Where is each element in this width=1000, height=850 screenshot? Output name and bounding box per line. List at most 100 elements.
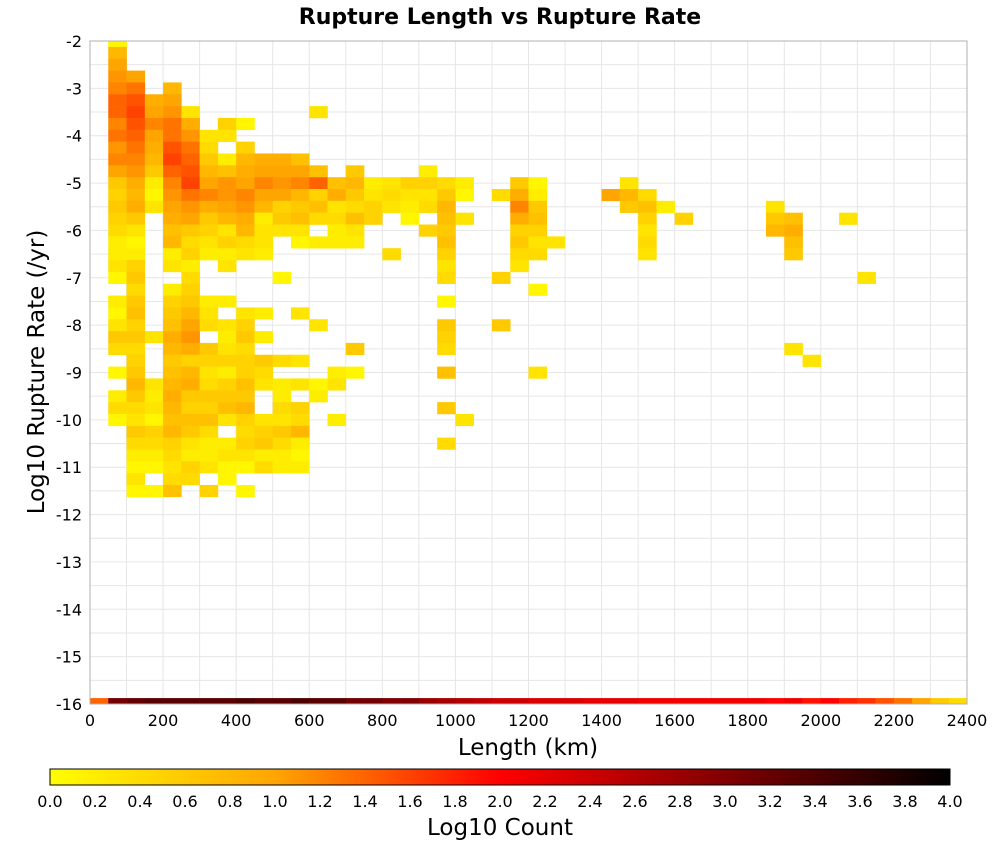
heatmap-cell	[163, 354, 182, 367]
y-tick-label: -9	[66, 364, 82, 383]
heatmap-cell	[217, 153, 237, 166]
heatmap-cell	[126, 402, 146, 415]
heatmap-cell	[290, 188, 310, 202]
heatmap-cell	[272, 212, 292, 225]
heatmap-cell	[181, 236, 200, 249]
heatmap-cell	[400, 212, 420, 225]
heatmap-cell	[583, 698, 602, 705]
heatmap-cell	[144, 117, 164, 131]
heatmap-cell	[766, 200, 785, 213]
heatmap-cell	[163, 295, 182, 308]
heatmap-cell	[126, 106, 146, 119]
heatmap-cell	[163, 177, 182, 190]
heatmap-cell	[163, 117, 182, 131]
heatmap-cell	[108, 117, 127, 131]
heatmap-cell	[181, 141, 200, 154]
heatmap-cell	[108, 319, 127, 332]
heatmap-cell	[126, 698, 146, 705]
heatmap-cell	[236, 378, 255, 391]
heatmap-cell	[327, 366, 347, 379]
heatmap-cell	[181, 698, 200, 705]
heatmap-cell	[126, 236, 146, 249]
heatmap-cell	[528, 283, 548, 296]
heatmap-cell	[199, 461, 219, 474]
heatmap-cell	[327, 698, 347, 705]
heatmap-cell	[236, 342, 255, 356]
heatmap-cell	[217, 437, 237, 450]
heatmap-cell	[199, 449, 219, 462]
heatmap-cell	[126, 141, 146, 154]
heatmap-cell	[163, 283, 182, 296]
heatmap-cell	[254, 248, 274, 261]
heatmap-cell	[181, 260, 200, 273]
heatmap-cell	[108, 58, 127, 71]
heatmap-cell	[181, 342, 200, 356]
heatmap-cell	[217, 212, 237, 225]
heatmap-cell	[144, 106, 164, 119]
y-tick-labels: -2 -3 -4 -5 -6 -7 -8 -9 -10 -11 -12 -13 -14 -15 -16	[56, 32, 82, 714]
y-axis-label: Log10 Rupture Rate (/yr)	[24, 230, 50, 515]
heatmap-cell	[272, 402, 292, 415]
heatmap-cell	[163, 260, 182, 273]
heatmap-cell	[217, 129, 237, 142]
heatmap-cell	[163, 331, 182, 344]
heatmap-cell	[437, 188, 456, 202]
heatmap-cell	[839, 212, 858, 225]
heatmap-cell	[619, 698, 639, 705]
heatmap-cell	[181, 188, 200, 202]
heatmap-cell	[199, 177, 219, 190]
heatmap-cell	[181, 390, 200, 403]
heatmap-cell	[437, 200, 456, 213]
heatmap-cell	[163, 425, 182, 438]
heatmap-cell	[144, 437, 164, 450]
heatmap-cell	[126, 319, 146, 332]
heatmap-cell	[272, 200, 292, 213]
heatmap-cell	[217, 177, 237, 190]
heatmap-cell	[565, 698, 584, 705]
heatmap-cell	[126, 295, 146, 308]
heatmap-cell	[254, 331, 274, 344]
heatmap-cell	[217, 449, 237, 462]
heatmap-cell	[528, 248, 548, 261]
heatmap-cell	[345, 212, 365, 225]
heatmap-cell	[181, 366, 200, 379]
heatmap-cell	[272, 698, 292, 705]
heatmap-cell	[418, 224, 438, 237]
heatmap-cell	[126, 378, 146, 391]
heatmap-cell	[345, 224, 365, 237]
heatmap-cell	[108, 260, 127, 273]
heatmap-cell	[199, 212, 219, 225]
y-tick-label: -4	[66, 127, 82, 146]
colorbar-tick-label: 1.2	[307, 792, 332, 811]
heatmap-cell	[272, 425, 292, 438]
heatmap-cell	[272, 177, 292, 190]
x-tick-label: 2000	[800, 711, 841, 730]
x-tick-label: 0	[85, 711, 95, 730]
heatmap-cell	[163, 248, 182, 261]
heatmap-cell	[108, 165, 127, 178]
colorbar-tick-label: 4.0	[937, 792, 962, 811]
heatmap-cell	[272, 354, 292, 367]
x-tick-label: 1400	[581, 711, 622, 730]
heatmap-cell	[510, 236, 529, 249]
heatmap-cell	[272, 188, 292, 202]
heatmap-cell	[327, 378, 347, 391]
heatmap-cell	[236, 331, 255, 344]
heatmap-cell	[163, 473, 182, 486]
heatmap-cell	[236, 484, 255, 498]
heatmap-cell	[364, 188, 383, 202]
heatmap-cell	[144, 129, 164, 142]
heatmap-cell	[400, 188, 420, 202]
heatmap-cell	[309, 200, 328, 213]
heatmap-cell	[327, 224, 347, 237]
heatmap-cell	[254, 177, 274, 190]
heatmap-cell	[181, 165, 200, 178]
heatmap-cell	[638, 236, 657, 249]
heatmap-cell	[309, 390, 328, 403]
heatmap-cell	[217, 402, 237, 415]
heatmap-cell	[491, 698, 511, 705]
heatmap-cell	[692, 698, 712, 705]
heatmap-cell	[108, 342, 127, 356]
heatmap-cell	[345, 200, 365, 213]
